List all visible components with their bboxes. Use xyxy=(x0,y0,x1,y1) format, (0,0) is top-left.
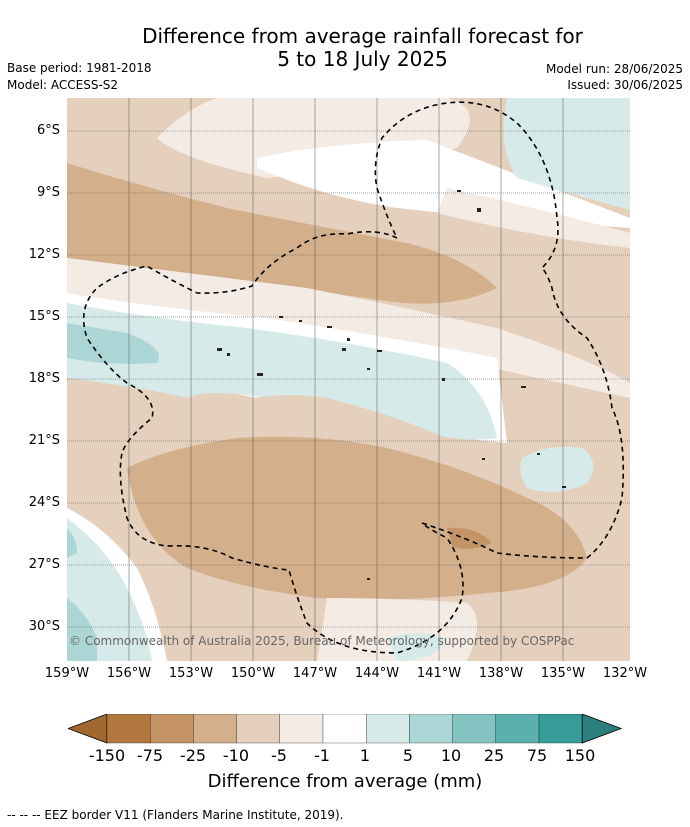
colorbar-extend-low xyxy=(68,714,108,744)
lat-label: 15°S xyxy=(28,309,60,324)
lon-label: 150°W xyxy=(230,666,276,681)
lon-label: 147°W xyxy=(292,666,338,681)
colorbar-segment xyxy=(538,714,583,744)
colorbar-segment xyxy=(236,714,280,744)
colorbar-segment xyxy=(452,714,496,744)
lat-label: 6°S xyxy=(36,123,60,138)
issued-date: Issued: 30/06/2025 xyxy=(567,78,683,92)
map-region xyxy=(497,248,630,383)
lon-label: 141°W xyxy=(416,666,462,681)
lon-label: 159°W xyxy=(44,666,90,681)
colorbar-label: Difference from average (mm) xyxy=(207,771,483,792)
colorbar-segment xyxy=(366,714,410,744)
lat-label: 30°S xyxy=(28,619,60,634)
colorbar-tick: 1 xyxy=(359,746,371,765)
model-run: Model run: 28/06/2025 xyxy=(545,62,683,76)
eez-border xyxy=(82,101,625,654)
colorbar-segment xyxy=(495,714,540,744)
eez-legend-note: -- -- -- EEZ border V11 (Flanders Marine… xyxy=(7,808,344,822)
lon-label: 156°W xyxy=(106,666,152,681)
map-region xyxy=(257,140,630,228)
colorbar-tick: -10 xyxy=(222,746,250,765)
colorbar-tick: -150 xyxy=(88,746,126,765)
map-region xyxy=(67,323,159,364)
map-region xyxy=(387,633,447,661)
map-region xyxy=(503,98,630,210)
colorbar-extend-high xyxy=(581,714,622,744)
copyright-notice: © Commonwealth of Australia 2025, Bureau… xyxy=(69,634,575,648)
lon-label: 153°W xyxy=(168,666,214,681)
colorbar-segment xyxy=(279,714,324,744)
lat-label: 18°S xyxy=(28,371,60,386)
colorbar-segment xyxy=(409,714,453,744)
map-graticule xyxy=(67,98,630,661)
map-title-line1: Difference from average rainfall forecas… xyxy=(142,24,583,48)
colorbar-tick: -75 xyxy=(136,746,164,765)
model-name: Model: ACCESS-S2 xyxy=(7,78,119,92)
colorbar-tick: -1 xyxy=(314,746,330,765)
island-markers xyxy=(217,190,566,580)
lat-label: 27°S xyxy=(28,557,60,572)
colorbar-segment xyxy=(150,714,194,744)
colorbar xyxy=(68,714,622,744)
map-region xyxy=(67,303,497,440)
map-region xyxy=(447,527,492,549)
colorbar-tick: -5 xyxy=(271,746,287,765)
rainfall-anomaly-map xyxy=(67,98,630,661)
lon-label: 135°W xyxy=(540,666,586,681)
map-region xyxy=(67,163,497,304)
colorbar-tick: 150 xyxy=(564,746,596,765)
map-region xyxy=(520,446,594,492)
colorbar-tick: -25 xyxy=(179,746,207,765)
colorbar-segment xyxy=(322,714,367,744)
colorbar-segment xyxy=(106,714,151,744)
map-region xyxy=(127,436,587,600)
map-region xyxy=(67,98,211,168)
colorbar-tick: 10 xyxy=(440,746,462,765)
lat-label: 9°S xyxy=(36,185,60,200)
map-region xyxy=(437,188,630,248)
map-title-line2: 5 to 18 July 2025 xyxy=(277,47,448,71)
lat-label: 24°S xyxy=(28,495,60,510)
colorbar-tick: 5 xyxy=(402,746,414,765)
lon-label: 138°W xyxy=(478,666,524,681)
lon-label: 144°W xyxy=(354,666,400,681)
map-region xyxy=(67,528,77,558)
lon-label: 132°W xyxy=(602,666,648,681)
lat-label: 12°S xyxy=(28,247,60,262)
colorbar-tick: 25 xyxy=(483,746,505,765)
lat-label: 21°S xyxy=(28,433,60,448)
map-region xyxy=(67,598,97,661)
colorbar-tick: 75 xyxy=(526,746,548,765)
base-period: Base period: 1981-2018 xyxy=(7,61,152,75)
colorbar-segment xyxy=(193,714,237,744)
